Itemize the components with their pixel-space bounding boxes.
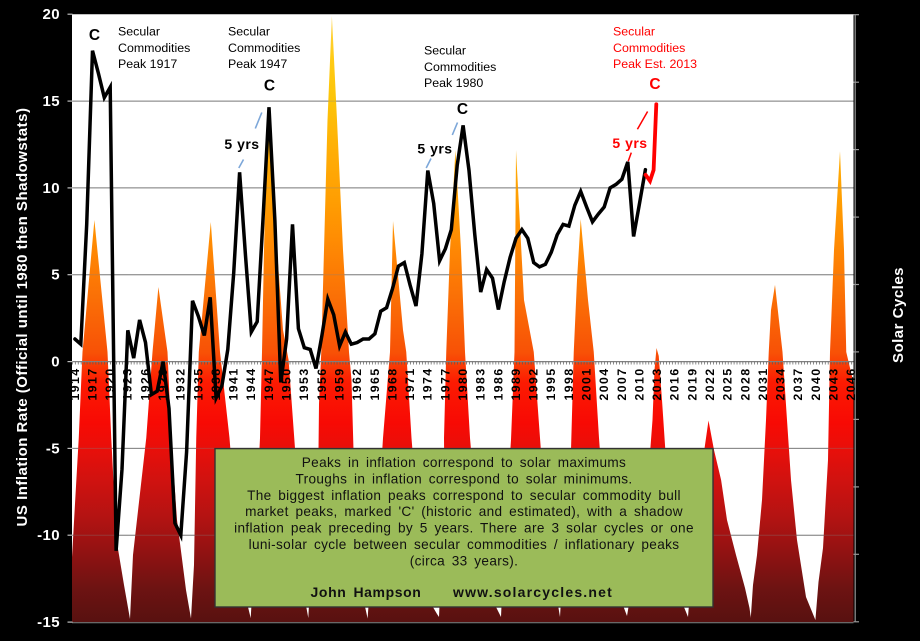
svg-text:0: 0 [51,354,60,371]
svg-text:2034: 2034 [774,367,788,400]
svg-text:2001: 2001 [580,367,594,400]
svg-text:Peak 1917: Peak 1917 [118,57,177,71]
svg-text:1914: 1914 [68,367,82,400]
svg-text:5 yrs: 5 yrs [224,136,259,152]
svg-text:Peak 1947: Peak 1947 [228,57,287,71]
svg-text:1983: 1983 [474,367,488,400]
svg-text:1917: 1917 [85,367,99,400]
svg-text:C: C [89,27,100,44]
svg-text:2019: 2019 [685,367,699,400]
svg-text:2016: 2016 [668,367,682,400]
svg-text:2043: 2043 [827,367,841,400]
svg-text:2025: 2025 [721,367,735,400]
svg-text:(circa 33 years).: (circa 33 years). [410,553,519,568]
svg-text:1953: 1953 [297,367,311,400]
svg-text:www.solarcycles.net: www.solarcycles.net [452,584,613,600]
svg-text:5 yrs: 5 yrs [417,141,452,157]
svg-text:-10: -10 [37,527,60,544]
svg-text:The biggest inflation peaks c: The biggest inflation peaks correspond t… [247,488,681,503]
svg-text:2022: 2022 [703,367,717,400]
svg-text:2037: 2037 [791,367,805,400]
svg-text:Commodities: Commodities [424,60,496,74]
svg-text:Commodities: Commodities [613,41,685,55]
svg-text:inflation peak preceding by 5: inflation peak preceding by 5 years. The… [234,521,694,536]
svg-text:Solar Cycles: Solar Cycles [890,267,907,363]
svg-text:1974: 1974 [421,367,435,400]
svg-text:1947: 1947 [262,367,276,400]
svg-text:1992: 1992 [527,367,541,400]
svg-text:1959: 1959 [333,367,347,400]
svg-text:2040: 2040 [809,367,823,400]
svg-text:1977: 1977 [438,367,452,400]
svg-text:1944: 1944 [244,367,258,400]
svg-text:15: 15 [43,93,61,110]
svg-text:2004: 2004 [597,367,611,400]
svg-text:Secular: Secular [228,25,270,39]
svg-text:C: C [649,76,660,93]
svg-text:C: C [457,101,468,118]
svg-text:2031: 2031 [756,367,770,400]
svg-text:2013: 2013 [650,367,664,400]
svg-text:5 yrs: 5 yrs [612,135,647,151]
svg-text:1956: 1956 [315,367,329,400]
svg-text:market peaks, marked 'C' (hist: market peaks, marked 'C' (historic and e… [245,504,683,519]
svg-text:1965: 1965 [368,367,382,400]
svg-text:-5: -5 [46,440,60,457]
svg-text:C: C [264,78,275,95]
svg-text:1968: 1968 [385,367,399,400]
svg-text:1995: 1995 [544,367,558,400]
svg-text:5: 5 [51,267,60,284]
svg-text:1986: 1986 [491,367,505,400]
svg-text:1998: 1998 [562,367,576,400]
svg-text:1941: 1941 [227,367,241,400]
svg-text:Secular: Secular [613,25,655,39]
svg-text:Secular: Secular [118,25,160,39]
svg-text:1980: 1980 [456,367,470,400]
svg-text:Commodities: Commodities [118,41,190,55]
svg-text:John Hampson: John Hampson [311,584,422,600]
svg-text:1989: 1989 [509,367,523,400]
svg-text:1962: 1962 [350,367,364,400]
svg-text:1971: 1971 [403,367,417,400]
svg-text:Peak Est. 2013: Peak Est. 2013 [613,57,697,71]
svg-text:1932: 1932 [174,367,188,400]
svg-text:1935: 1935 [191,367,205,400]
svg-text:Peak 1980: Peak 1980 [424,76,483,90]
svg-text:10: 10 [43,180,61,197]
svg-text:Commodities: Commodities [228,41,300,55]
svg-text:-15: -15 [37,614,60,631]
svg-text:luni-solar cycle between secul: luni-solar cycle between secular commodi… [249,537,680,552]
svg-text:Peaks in inflation correspond: Peaks in inflation correspond to solar m… [302,455,626,470]
svg-text:US Inflation Rate (Official un: US Inflation Rate (Official until 1980 t… [14,108,31,527]
svg-text:2028: 2028 [738,367,752,400]
svg-text:2010: 2010 [632,367,646,400]
svg-text:Secular: Secular [424,44,466,58]
svg-text:Troughs in inflation correspon: Troughs in inflation correspond to solar… [295,471,632,486]
svg-text:2046: 2046 [844,367,858,400]
svg-text:20: 20 [43,6,61,23]
svg-text:2007: 2007 [615,367,629,400]
